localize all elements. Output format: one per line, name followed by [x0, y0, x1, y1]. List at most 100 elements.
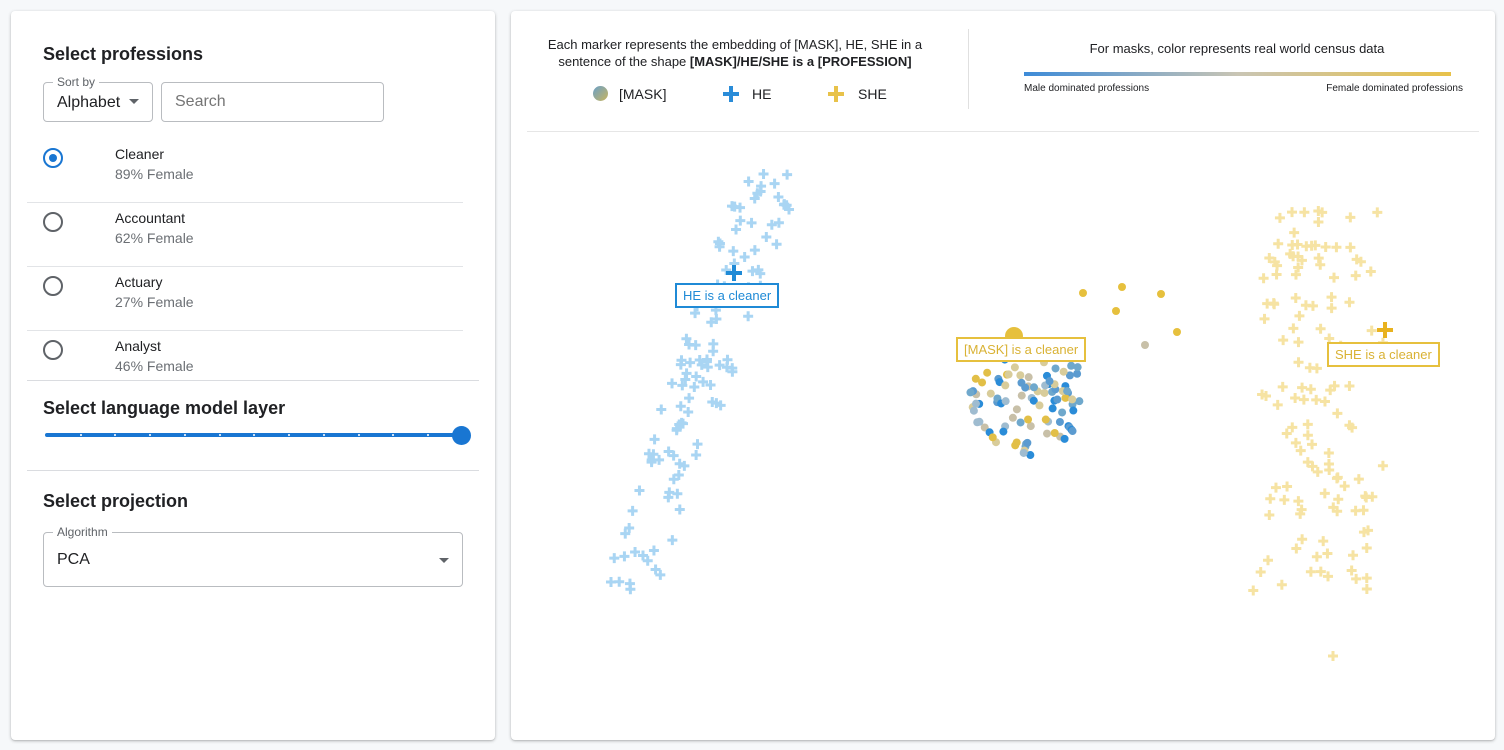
- embedding-plus-marker: [1319, 488, 1330, 499]
- embedding-plus-marker: [702, 362, 713, 373]
- embedding-dot-marker: [1016, 418, 1025, 427]
- embedding-dot-marker: [1141, 341, 1149, 349]
- embedding-dot-marker: [1041, 415, 1050, 424]
- embedding-dot-marker: [1040, 388, 1049, 397]
- he-selected-marker[interactable]: [726, 265, 742, 281]
- embedding-dot-marker: [978, 378, 987, 387]
- embedding-dot-marker: [1173, 328, 1181, 336]
- embedding-plus-marker: [1320, 242, 1331, 253]
- embedding-plus-marker: [692, 439, 703, 450]
- embedding-dot-marker: [1001, 397, 1010, 406]
- legend-description: Each marker represents the embedding of …: [531, 36, 939, 70]
- profession-name: Cleaner: [115, 146, 165, 162]
- embedding-plus-marker: [711, 398, 722, 409]
- embedding-plus-marker: [1361, 584, 1372, 595]
- embedding-plus-marker: [673, 470, 684, 481]
- embedding-dot-marker: [1048, 404, 1057, 413]
- embedding-dot-marker: [1024, 373, 1033, 382]
- list-item-accountant[interactable]: Accountant 62% Female: [27, 203, 463, 267]
- profession-stat: 27% Female: [115, 294, 194, 310]
- embedding-plus-marker: [667, 535, 678, 546]
- list-item-analyst[interactable]: Analyst 46% Female: [27, 331, 463, 377]
- embedding-plus-marker: [769, 178, 780, 189]
- divider: [27, 470, 479, 471]
- embedding-plus-marker: [1329, 272, 1340, 283]
- embedding-plus-marker: [731, 224, 742, 235]
- embedding-plus-marker: [1273, 238, 1284, 249]
- census-title: For masks, color represents real world c…: [1089, 41, 1385, 56]
- radio-icon[interactable]: [43, 276, 63, 296]
- he-points: [605, 169, 795, 595]
- embedding-plus-marker: [1297, 382, 1308, 393]
- male-label: Male dominated professions: [1024, 83, 1150, 94]
- embedding-plus-marker: [711, 313, 722, 324]
- embedding-plus-marker: [1272, 260, 1283, 271]
- embedding-plus-marker: [625, 584, 636, 595]
- embedding-plus-marker: [1323, 458, 1334, 469]
- embedding-dot-marker: [1112, 307, 1120, 315]
- legend-mask-label: [MASK]: [619, 86, 667, 102]
- divider: [27, 380, 479, 381]
- embedding-plus-marker: [1311, 394, 1322, 405]
- embedding-dot-marker: [1030, 383, 1039, 392]
- search-input[interactable]: [163, 84, 375, 120]
- female-label: Female dominated professions: [1326, 83, 1463, 94]
- embedding-dot-marker: [1079, 289, 1087, 297]
- embedding-plus-marker: [656, 404, 667, 415]
- embedding-dot-marker: [1053, 395, 1062, 404]
- search-field[interactable]: [161, 82, 384, 122]
- embedding-dot-marker: [1059, 367, 1068, 376]
- algorithm-select[interactable]: Algorithm PCA: [43, 525, 463, 587]
- embedding-dot-marker: [1043, 429, 1052, 438]
- profession-name: Actuary: [115, 274, 163, 290]
- embedding-plus-marker: [1305, 384, 1316, 395]
- embedding-dot-marker: [1017, 391, 1026, 400]
- layer-slider-track[interactable]: [45, 433, 462, 437]
- embedding-plus-marker: [624, 522, 635, 533]
- embedding-plus-marker: [1326, 303, 1337, 314]
- layer-slider-thumb[interactable]: [452, 426, 471, 445]
- embedding-dot-marker: [1067, 361, 1076, 370]
- embedding-plus-marker: [758, 169, 769, 180]
- embedding-plus-marker: [1304, 362, 1315, 373]
- embedding-plus-marker: [684, 339, 695, 350]
- embedding-plus-marker: [743, 311, 754, 322]
- embedding-dot-marker: [1075, 397, 1084, 406]
- she-selected-marker[interactable]: [1377, 322, 1393, 338]
- embedding-plus-marker: [1302, 430, 1313, 441]
- embedding-plus-marker: [753, 264, 764, 275]
- embedding-plus-marker: [710, 305, 721, 316]
- embedding-plus-marker: [1290, 292, 1301, 303]
- embedding-dot-marker: [1016, 371, 1025, 380]
- list-item-actuary[interactable]: Actuary 27% Female: [27, 267, 463, 331]
- radio-selected-icon[interactable]: [43, 148, 63, 168]
- embedding-plus-marker: [1290, 269, 1301, 280]
- embedding-plus-marker: [672, 488, 683, 499]
- mask-dot-icon: [593, 86, 608, 101]
- he-plus-icon: [723, 86, 739, 102]
- embedding-plus-marker: [1377, 460, 1388, 471]
- sort-select[interactable]: Sort by Alphabet: [43, 75, 153, 122]
- embedding-plus-marker: [761, 232, 772, 243]
- embedding-plus-marker: [1328, 651, 1338, 661]
- embedding-plus-marker: [678, 418, 689, 429]
- embedding-plus-marker: [1347, 422, 1358, 433]
- radio-icon[interactable]: [43, 340, 63, 360]
- embedding-plus-marker: [605, 576, 616, 587]
- embedding-plus-marker: [1324, 333, 1335, 344]
- embedding-plus-marker: [1296, 504, 1307, 515]
- embedding-plus-marker: [1278, 335, 1289, 346]
- embedding-plus-marker: [620, 528, 631, 539]
- embedding-plus-marker: [1296, 255, 1307, 266]
- embedding-plus-marker: [1297, 534, 1308, 545]
- embedding-plus-marker: [680, 374, 691, 385]
- embedding-dot-marker: [980, 423, 989, 432]
- list-item-cleaner[interactable]: Cleaner 89% Female: [27, 139, 463, 203]
- embedding-plus-marker: [642, 555, 653, 566]
- radio-icon[interactable]: [43, 212, 63, 232]
- embedding-plus-marker: [1348, 550, 1359, 561]
- embedding-plus-marker: [1299, 207, 1310, 218]
- header-divider: [527, 131, 1479, 132]
- embedding-plus-marker: [1279, 494, 1290, 505]
- embedding-plus-marker: [1328, 502, 1339, 513]
